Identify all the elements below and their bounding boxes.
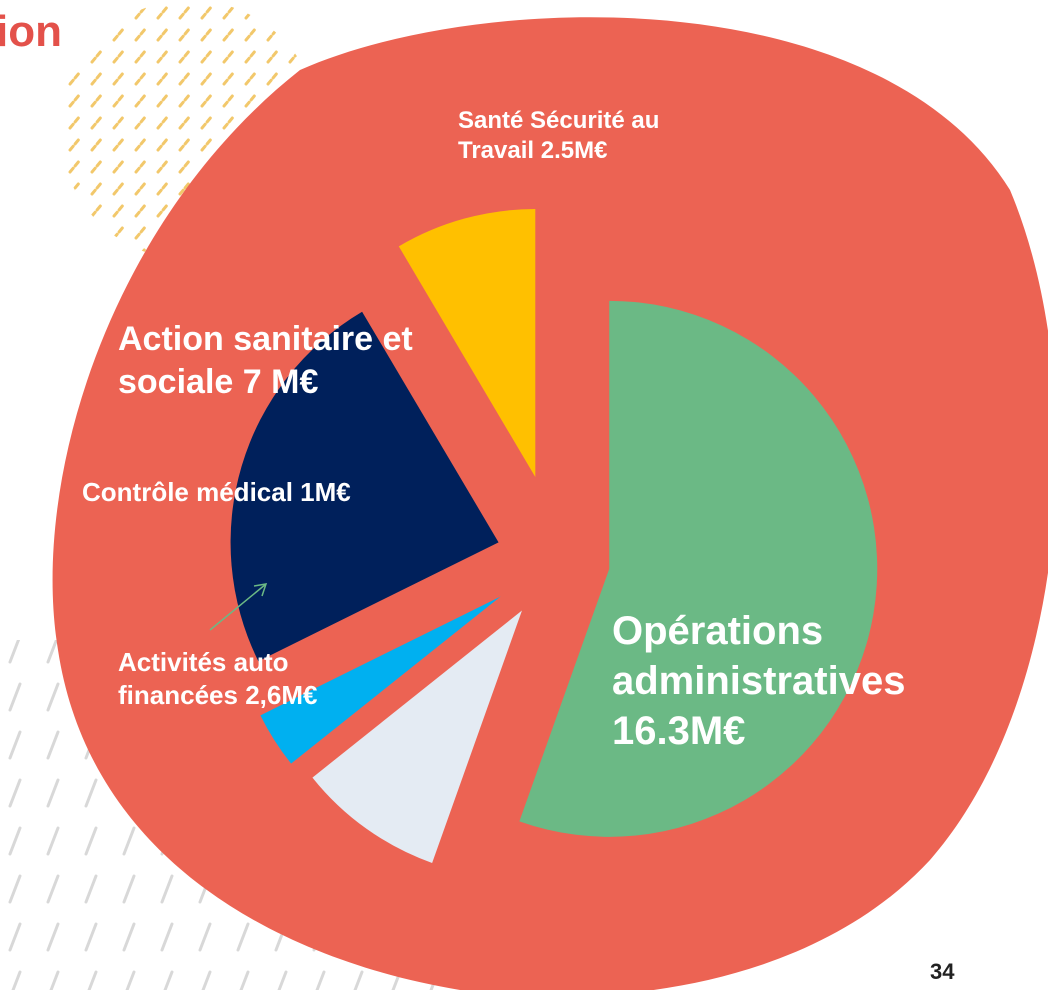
category-label: Santé Sécurité au Travail	[458, 107, 660, 164]
pie-slice	[519, 300, 878, 837]
slice-label: Santé Sécurité au Travail 2.5M€	[458, 106, 673, 166]
value-label: 1M€	[300, 477, 351, 507]
value-label: 2,6M€	[245, 679, 318, 710]
category-label: Opérations administratives	[612, 609, 906, 703]
arrow	[209, 583, 267, 631]
slice-label: Opérations administratives 16.3M€	[612, 606, 1002, 756]
pie-slice	[230, 311, 499, 662]
pie-slice	[398, 209, 536, 478]
category-label: Contrôle médical	[82, 477, 293, 507]
slice-label: Contrôle médical 1M€	[82, 476, 372, 509]
value-label: 7 M€	[242, 362, 319, 401]
category-label: Action sanitaire et sociale	[118, 320, 413, 401]
arrow-head	[253, 583, 268, 597]
category-label: Activités auto financées	[118, 647, 289, 710]
pie-slice	[260, 596, 501, 764]
value-label: 2.5M€	[540, 137, 608, 164]
page-number: 34	[930, 959, 955, 984]
slice-label: Activités auto financées 2,6M€	[118, 646, 358, 711]
pie	[230, 209, 878, 863]
value-label: 16.3M€	[612, 709, 746, 753]
slide-title: ion	[0, 7, 62, 56]
pie-slice	[312, 610, 522, 863]
slice-label: Action sanitaire et sociale 7 M€	[118, 318, 478, 403]
